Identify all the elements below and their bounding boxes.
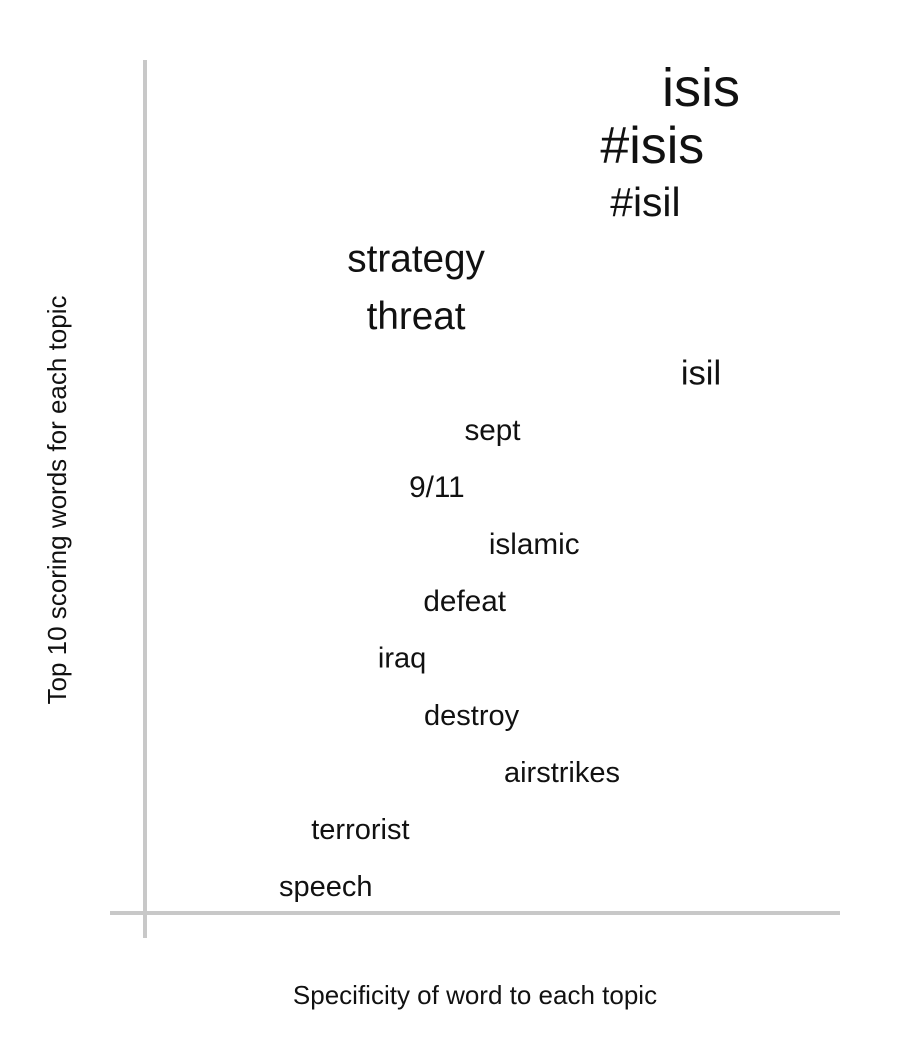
word-mark-4: threat [367,295,466,338]
word-mark-12: airstrikes [504,757,620,789]
word-mark-3: strategy [347,238,485,281]
word-marks: isis#isis #isil strategy threat isil sept 9/11… [279,58,740,903]
word-mark-5: isil [681,354,721,392]
word-mark-11: destroy [424,700,520,732]
word-mark-7: 9/11 [409,471,465,504]
word-mark-9: defeat [423,585,506,618]
word-mark-14: speech [279,871,373,903]
word-mark-1: #isis [600,116,704,174]
word-mark-13: terrorist [311,814,409,846]
word-mark-8: islamic [489,528,580,561]
word-mark-2: #isil [610,179,680,225]
word-mark-10: iraq [378,643,426,675]
word-mark-6: sept [464,414,521,447]
x-axis-label: Specificity of word to each topic [293,980,657,1010]
y-axis-label: Top 10 scoring words for each topic [42,296,72,705]
word-mark-0: isis [662,58,740,118]
